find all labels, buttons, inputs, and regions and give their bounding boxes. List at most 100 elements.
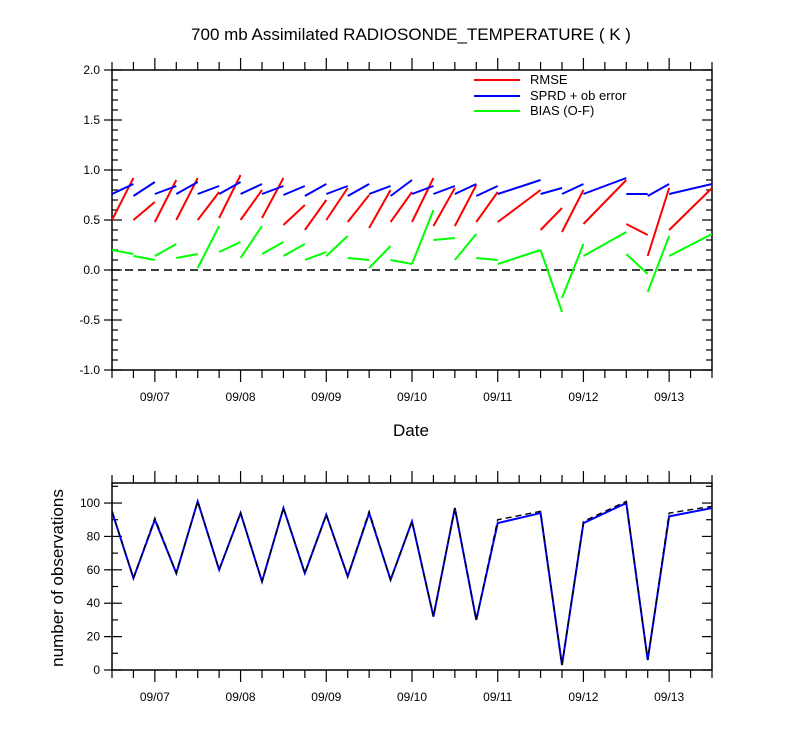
series-rmse-segment bbox=[475, 191, 499, 223]
series-bias-o-f-segment bbox=[325, 235, 349, 257]
series-observations-possible-line bbox=[111, 498, 713, 666]
bottom-x-tick-label: 09/13 bbox=[654, 690, 684, 704]
series-sprd-ob-error-segment bbox=[175, 181, 199, 195]
series-sprd-ob-error-segment bbox=[261, 185, 284, 195]
series-bias-o-f-segment bbox=[539, 249, 563, 313]
bottom-plot-area: 09/07 09/08 09/09 09/10 09/11 09/12 09/13 0 20 40… bbox=[80, 471, 713, 704]
series-bias-o-f-segment bbox=[625, 253, 649, 275]
series-rmse-segment bbox=[239, 189, 263, 221]
bottom-x-tick-label: 09/07 bbox=[140, 690, 170, 704]
series-sprd-ob-error-segment bbox=[283, 185, 306, 196]
top-y-tick-label: 0.0 bbox=[83, 263, 100, 277]
bottom-y-tick-label: 80 bbox=[87, 529, 101, 543]
series-bias-o-f-segment bbox=[261, 241, 284, 255]
top-x-tick-label: 09/09 bbox=[311, 390, 341, 404]
series-rmse-segment bbox=[497, 189, 542, 223]
series-sprd-ob-error-segment bbox=[540, 187, 563, 195]
series-bias-o-f-segment bbox=[433, 237, 455, 241]
series-sprd-ob-error-segment bbox=[411, 185, 434, 195]
series-sprd-ob-error-segment bbox=[583, 177, 627, 195]
series-rmse-segment bbox=[325, 187, 349, 221]
series-bias-o-f-segment bbox=[304, 251, 327, 261]
series-rmse-segment bbox=[411, 177, 435, 223]
top-x-tick-label: 09/10 bbox=[397, 390, 427, 404]
series-rmse-segment bbox=[261, 177, 285, 219]
series-bias-o-f-segment bbox=[196, 225, 221, 269]
series-sprd-ob-error-segment bbox=[154, 185, 177, 195]
series-sprd-ob-error-segment bbox=[197, 185, 220, 195]
series-rmse-segment bbox=[432, 187, 456, 227]
bottom-x-tick-label: 09/10 bbox=[397, 690, 427, 704]
series-bias-o-f-segment bbox=[411, 209, 435, 265]
bottom-y-tick-label: 20 bbox=[87, 630, 101, 644]
chart-title: 700 mb Assimilated RADIOSONDE_TEMPERATUR… bbox=[191, 25, 631, 44]
series-bias-o-f-segment bbox=[176, 253, 198, 259]
series-bias-o-f-segment bbox=[646, 235, 671, 293]
series-rmse-segment bbox=[111, 177, 135, 221]
series-bias-o-f-segment bbox=[347, 257, 370, 261]
series-rmse-segment bbox=[625, 223, 649, 236]
top-y-tick-label: 1.5 bbox=[83, 113, 100, 127]
top-x-tick-label: 09/13 bbox=[654, 390, 684, 404]
top-x-tick-label: 09/11 bbox=[483, 390, 512, 404]
bottom-y-tick-label: 60 bbox=[87, 563, 101, 577]
top-y-tick-label: -1.0 bbox=[79, 363, 100, 377]
legend: RMSE SPRD + ob error BIAS (O-F) bbox=[474, 72, 627, 118]
top-plot-area: 09/07 09/08 09/09 09/10 09/11 09/12 09/13 -1.0 -… bbox=[79, 58, 713, 404]
bottom-x-tick-label: 09/09 bbox=[311, 690, 341, 704]
series-sprd-ob-error-segment bbox=[389, 179, 413, 197]
series-rmse-segment bbox=[389, 191, 413, 223]
bottom-x-tick-label: 09/12 bbox=[568, 690, 598, 704]
series-rmse-segment bbox=[218, 174, 242, 219]
legend-bias-label: BIAS (O-F) bbox=[530, 103, 594, 118]
series-bias-o-f-segment bbox=[111, 249, 134, 255]
series-rmse-segment bbox=[346, 194, 370, 223]
series-rmse-segment bbox=[453, 184, 478, 227]
series-sprd-ob-error-segment bbox=[304, 183, 327, 197]
top-x-tick-label: 09/12 bbox=[568, 390, 598, 404]
series-sprd-ob-error-segment bbox=[132, 181, 156, 197]
top-y-tick-label: -0.5 bbox=[79, 313, 100, 327]
bottom-y-tick-label: 40 bbox=[87, 596, 101, 610]
series-bias-o-f-segment bbox=[218, 241, 241, 253]
series-bias-o-f-segment bbox=[476, 257, 498, 261]
series-bias-o-f-segment bbox=[497, 249, 541, 265]
series-rmse-segment bbox=[646, 187, 671, 257]
y-axis-title-observations: number of observations bbox=[48, 489, 67, 667]
series-rmse-segment bbox=[668, 187, 713, 231]
series-bias-o-f-segment bbox=[454, 233, 478, 261]
bottom-y-tick-label: 0 bbox=[93, 663, 100, 677]
series-bias-o-f-segment bbox=[390, 259, 413, 265]
series-sprd-ob-error-segment bbox=[454, 183, 477, 195]
series-bias-o-f-segment bbox=[239, 225, 263, 259]
series-rmse-segment bbox=[539, 207, 563, 231]
series-bias-o-f-segment bbox=[282, 243, 306, 257]
bottom-y-tick-label: 100 bbox=[80, 496, 100, 510]
top-y-tick-label: 1.0 bbox=[83, 163, 100, 177]
bottom-x-tick-label: 09/11 bbox=[483, 690, 512, 704]
series-rmse-segment bbox=[582, 179, 628, 225]
series-sprd-ob-error-segment bbox=[561, 183, 584, 195]
series-bias-o-f-segment bbox=[368, 245, 392, 269]
series-bias-o-f-segment bbox=[561, 243, 585, 299]
series-rmse-segment bbox=[132, 201, 156, 221]
series-sprd-ob-error-segment bbox=[368, 185, 391, 195]
series-sprd-ob-error-segment bbox=[475, 185, 499, 197]
series-sprd-ob-error-segment bbox=[347, 183, 370, 197]
series-sprd-ob-error-segment bbox=[325, 185, 349, 195]
series-sprd-ob-error-segment bbox=[433, 185, 456, 195]
bottom-x-tick-label: 09/08 bbox=[226, 690, 256, 704]
series-bias-o-f-segment bbox=[154, 243, 177, 257]
series-sprd-ob-error-segment bbox=[111, 183, 134, 195]
top-x-tick-label: 09/07 bbox=[140, 390, 170, 404]
series-sprd-ob-error-segment bbox=[497, 179, 541, 195]
bottom-frame bbox=[111, 482, 713, 671]
series-rmse-segment bbox=[196, 191, 220, 221]
top-y-tick-label: 2.0 bbox=[83, 63, 100, 77]
series-observations-used-line bbox=[111, 497, 713, 666]
x-axis-title: Date bbox=[393, 421, 429, 440]
top-y-tick-label: 0.5 bbox=[83, 213, 100, 227]
series-sprd-ob-error-segment bbox=[668, 183, 713, 195]
series-rmse-segment bbox=[561, 189, 585, 233]
